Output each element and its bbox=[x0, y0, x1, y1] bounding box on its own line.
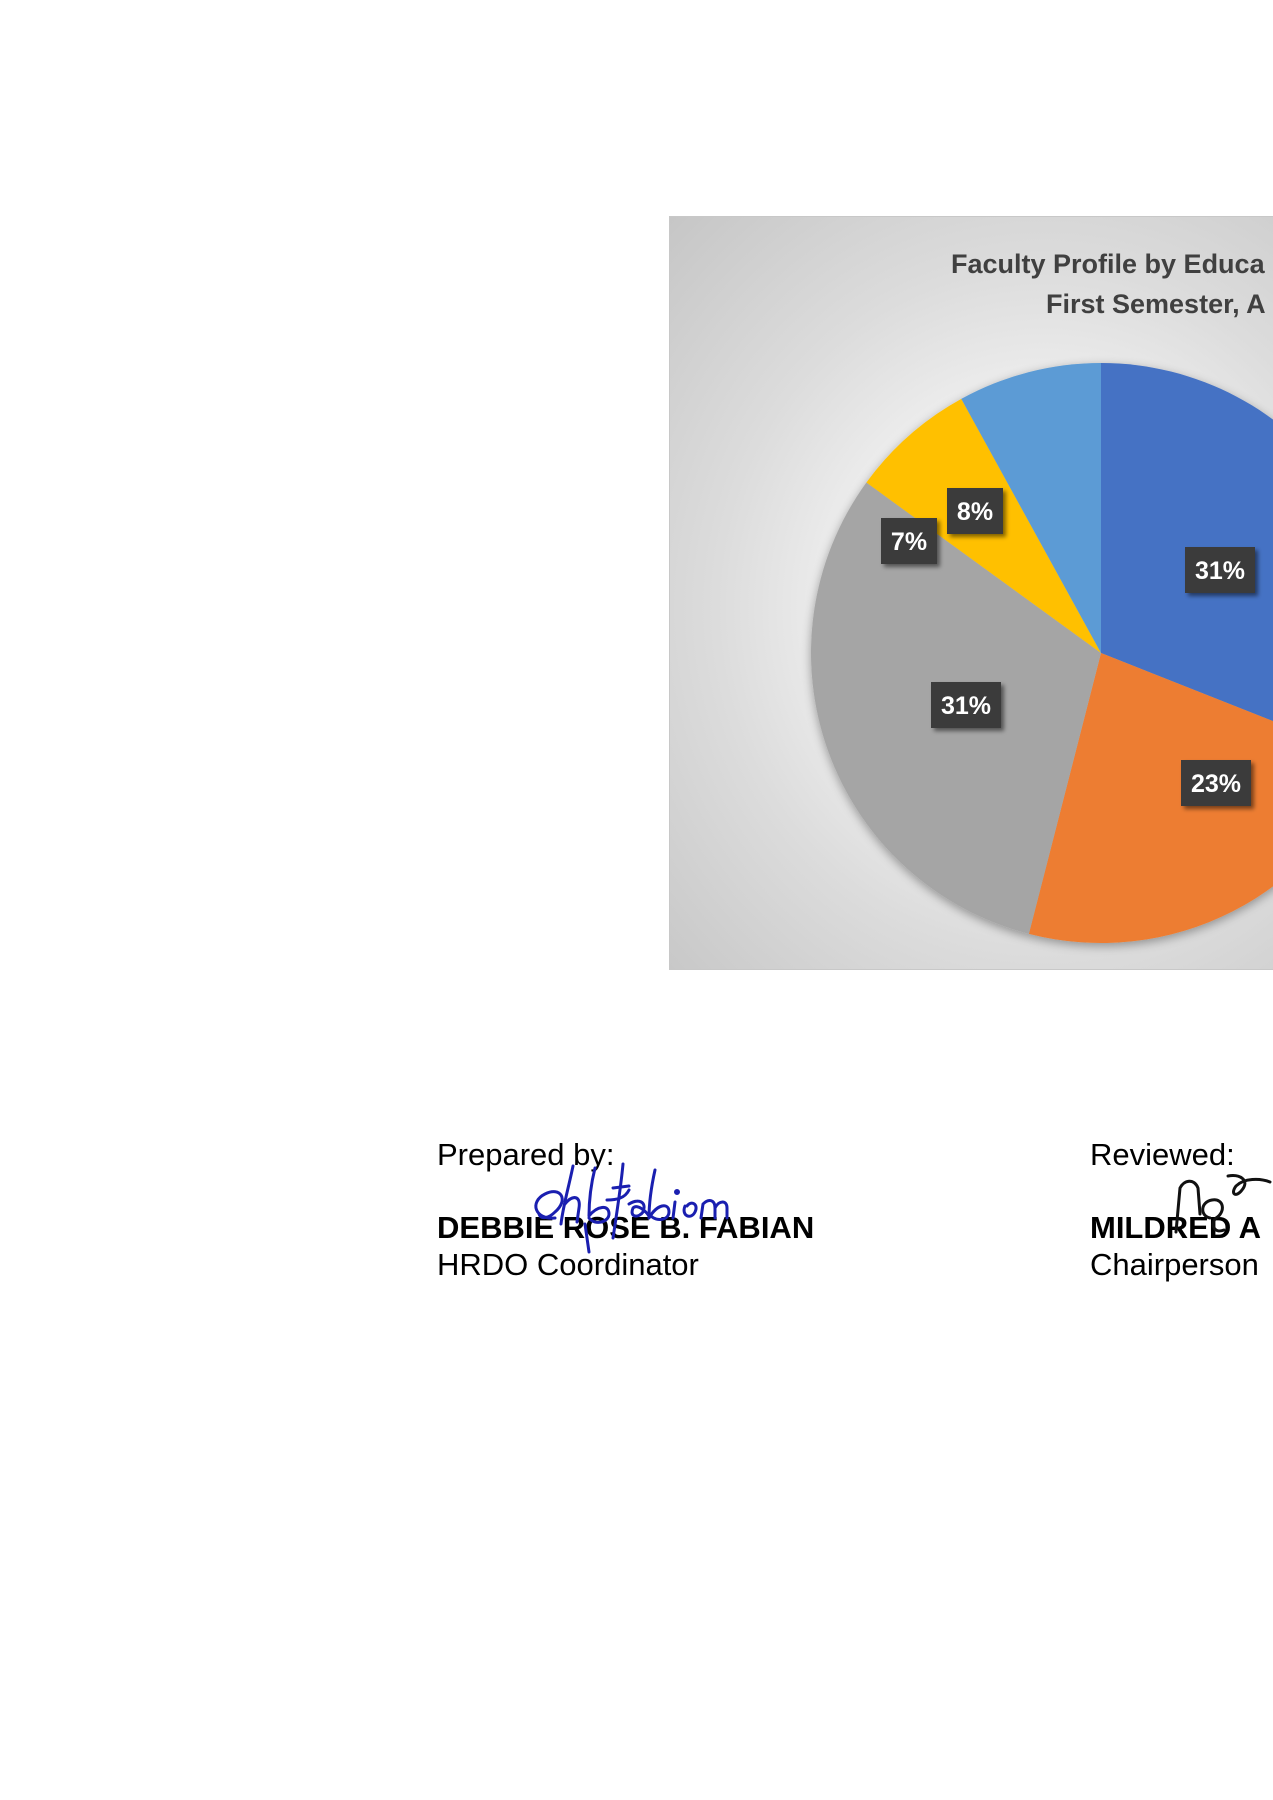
prepared-by-block: Prepared by: DEBBIE ROSE B. FABIAN HRDO … bbox=[437, 1137, 814, 1283]
pie-data-label-text: 7% bbox=[891, 528, 927, 556]
pie-data-label-box bbox=[1181, 760, 1251, 806]
pie-slice bbox=[1028, 653, 1273, 943]
pie-data-label-box bbox=[881, 518, 937, 564]
preparer-name: DEBBIE ROSE B. FABIAN bbox=[437, 1210, 815, 1245]
pie-slice bbox=[1101, 363, 1273, 722]
pie-data-label: 23% bbox=[1181, 760, 1251, 806]
pie-data-label: 7% bbox=[881, 518, 937, 564]
prepared-by-caption: Prepared by: bbox=[437, 1137, 615, 1172]
pie-data-label: 31% bbox=[1185, 547, 1255, 593]
pie-data-label: 31% bbox=[931, 682, 1001, 728]
reviewed-caption: Reviewed: bbox=[1090, 1137, 1235, 1172]
pie-slice bbox=[961, 363, 1101, 653]
reviewed-by-block: Reviewed: MILDRED A Chairperson bbox=[1090, 1137, 1261, 1283]
pie-data-label-text: 31% bbox=[1195, 557, 1245, 585]
preparer-role: HRDO Coordinator bbox=[437, 1247, 699, 1282]
pie-chart-svg: Faculty Profile by Educa First Semester,… bbox=[811, 249, 1273, 943]
pie-data-label-box bbox=[1185, 547, 1255, 593]
pie-data-label-text: 8% bbox=[957, 498, 993, 526]
pie-data-labels: 31% 23% 31% 7% 8% bbox=[881, 488, 1255, 806]
reviewer-name: MILDRED A bbox=[1090, 1210, 1262, 1245]
pie-data-label-box bbox=[947, 488, 1003, 534]
pie-data-label-box bbox=[931, 682, 1001, 728]
pie-data-label-text: 23% bbox=[1191, 770, 1241, 798]
pie-chart: Faculty Profile by Educa First Semester,… bbox=[669, 216, 1273, 970]
chart-title-line-2: First Semester, A bbox=[1046, 289, 1266, 319]
pie-data-label: 8% bbox=[947, 488, 1003, 534]
chart-title-line-1: Faculty Profile by Educa bbox=[951, 249, 1266, 279]
pie-data-label-text: 31% bbox=[941, 692, 991, 720]
reviewer-role: Chairperson bbox=[1090, 1247, 1259, 1282]
pie-slices bbox=[811, 363, 1273, 943]
